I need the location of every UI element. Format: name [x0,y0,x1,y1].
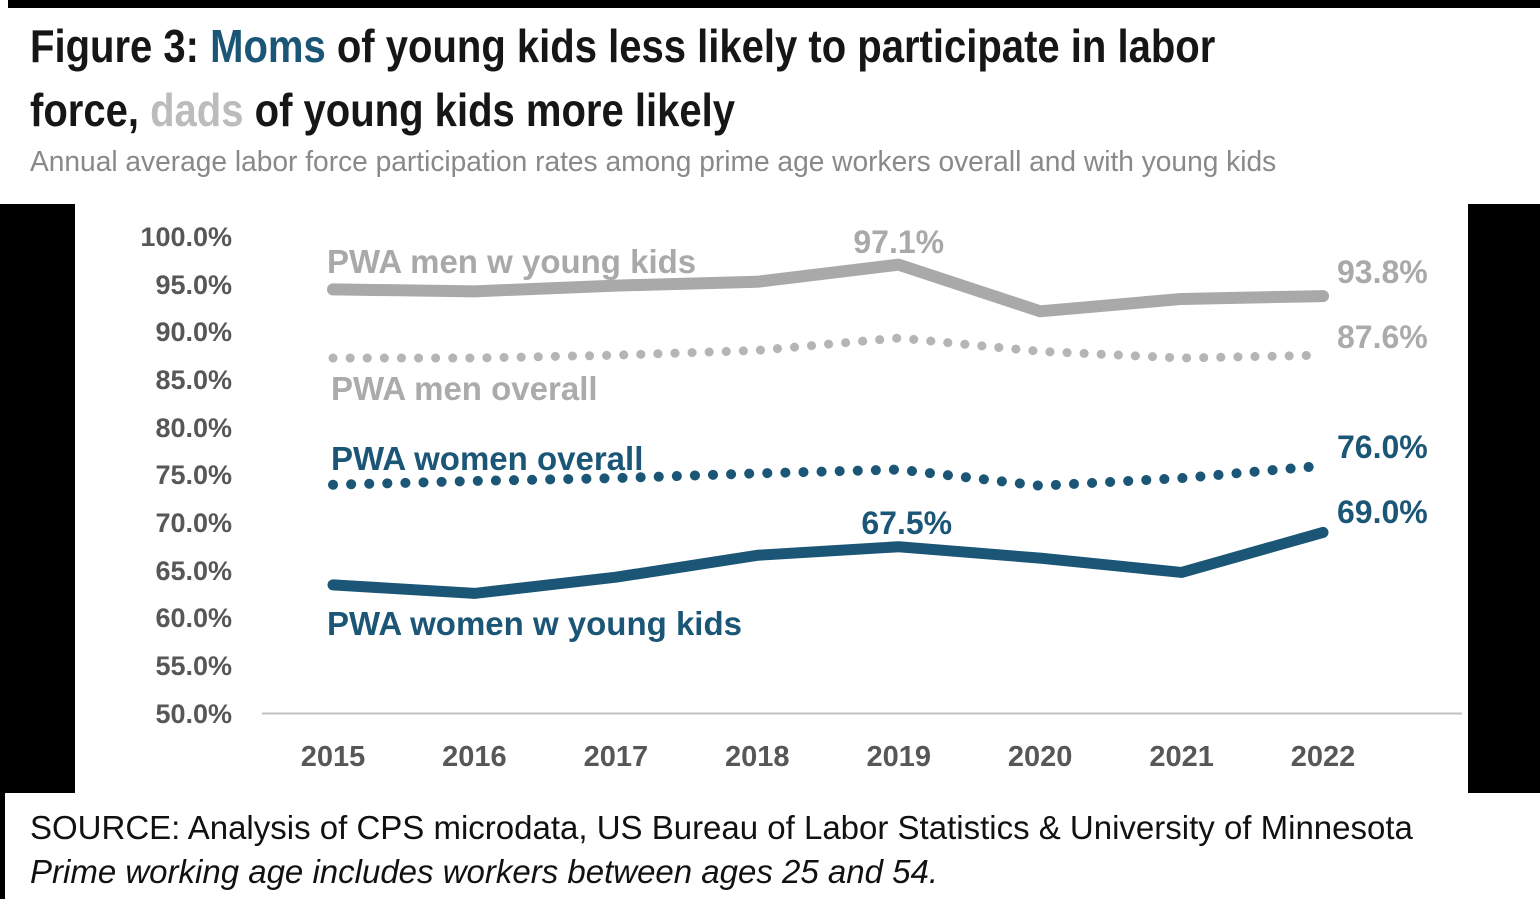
figure-subtitle: Annual average labor force participation… [30,146,1277,178]
y-tick-90.0%: 90.0% [155,317,232,348]
title-text-force: force, [30,84,151,136]
figure-title-line1: Figure 3: Moms of young kids less likely… [30,14,1335,78]
title-text-prefix: Figure 3: [30,20,211,72]
footnote-text: Prime working age includes workers betwe… [30,853,939,890]
y-tick-85.0%: 85.0% [155,364,232,395]
series-label-pwa-men-w-young-kids: PWA men w young kids [327,243,697,281]
left-black-border-sliver [0,793,5,899]
series-line-pwa-women-w-young-kids [327,526,1329,599]
data-label-93.8%: 93.8% [1337,254,1428,291]
y-tick-75.0%: 75.0% [155,460,232,491]
y-tick-55.0%: 55.0% [155,650,232,681]
y-tick-60.0%: 60.0% [155,603,232,634]
series-line-pwa-men-overall [328,333,1328,363]
y-tick-80.0%: 80.0% [155,412,232,443]
data-label-69.0%: 69.0% [1337,494,1428,531]
right-black-bar [1468,204,1540,793]
y-tick-70.0%: 70.0% [155,507,232,538]
x-tick-2019: 2019 [866,741,931,773]
left-black-bar [0,204,75,793]
title-text-line2-rest: of young kids more likely [243,84,735,136]
figure-title-line2: force, dads of young kids more likely [30,78,1335,142]
x-tick-2017: 2017 [583,741,649,773]
series-line-pwa-men-w-young-kids [327,258,1330,318]
x-tick-2018: 2018 [725,741,790,773]
x-tick-2015: 2015 [300,741,366,773]
source-text: SOURCE: Analysis of CPS microdata, US Bu… [30,809,1413,846]
y-tick-65.0%: 65.0% [155,555,232,586]
title-dads-highlight: dads [150,84,244,136]
series-label-pwa-men-overall: PWA men overall [331,370,598,408]
series-line-pwa-women-overall [328,460,1329,491]
top-black-strip [8,0,1540,8]
y-tick-50.0%: 50.0% [155,698,232,729]
x-tick-2016: 2016 [442,741,507,773]
series-label-pwa-women-w-young-kids: PWA women w young kids [327,604,742,642]
data-label-67.5%: 67.5% [861,504,953,541]
title-text-line1-rest: of young kids less likely to participate… [325,20,1216,72]
x-tick-2022: 2022 [1290,741,1356,773]
x-tick-2020: 2020 [1007,741,1073,773]
y-tick-100.0%: 100.0% [140,222,232,252]
x-tick-2021: 2021 [1149,741,1214,773]
series-label-pwa-women-overall: PWA women overall [331,439,644,477]
title-moms-highlight: Moms [210,20,326,72]
data-label-87.6%: 87.6% [1337,319,1428,356]
y-tick-95.0%: 95.0% [155,269,232,300]
figure-title: Figure 3: Moms of young kids less likely… [30,14,1530,142]
data-label-97.1%: 97.1% [853,223,945,260]
data-label-76.0%: 76.0% [1337,428,1428,465]
